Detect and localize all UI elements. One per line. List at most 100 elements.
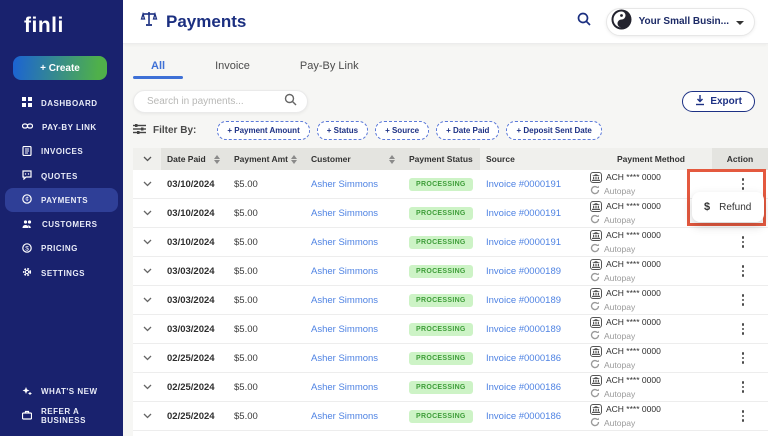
sidebar-item-refer-a-business[interactable]: REFER A BUSINESS bbox=[0, 404, 123, 428]
sparkle-icon bbox=[22, 383, 32, 401]
row-expand-chevron-icon[interactable] bbox=[133, 210, 161, 216]
header-customer[interactable]: Customer bbox=[305, 148, 403, 170]
source-link[interactable]: Invoice #0000189 bbox=[486, 323, 562, 335]
source-link[interactable]: Invoice #0000189 bbox=[486, 265, 562, 277]
source-link[interactable]: Invoice #0000191 bbox=[486, 178, 562, 190]
refund-menu-item[interactable]: $ Refund bbox=[692, 192, 764, 222]
row-actions-button[interactable] bbox=[712, 410, 768, 422]
customer-link[interactable]: Asher Simmons bbox=[311, 323, 379, 335]
row-expand-chevron-icon[interactable] bbox=[133, 181, 161, 187]
row-actions-button[interactable] bbox=[712, 352, 768, 364]
sidebar-item-quotes[interactable]: QUOTES bbox=[0, 164, 123, 188]
row-expand-chevron-icon[interactable] bbox=[133, 384, 161, 390]
tab-all[interactable]: All bbox=[133, 56, 184, 79]
table-row: 02/25/2024 $5.00 Asher Simmons PROCESSIN… bbox=[133, 373, 768, 402]
sidebar-item-pricing[interactable]: $ PRICING bbox=[0, 237, 123, 261]
row-expand-chevron-icon[interactable] bbox=[133, 297, 161, 303]
tab-pay-by-link[interactable]: Pay-By Link bbox=[299, 60, 359, 72]
sort-icon[interactable] bbox=[214, 154, 220, 164]
sidebar-item-settings[interactable]: SETTINGS bbox=[0, 261, 123, 285]
create-button[interactable]: + Create bbox=[13, 56, 107, 80]
sidebar-item-pay-by-link[interactable]: PAY-BY LINK bbox=[0, 115, 123, 139]
controls-row: Export bbox=[133, 90, 755, 113]
sidebar-item-payments[interactable]: ¢ PAYMENTS bbox=[5, 188, 118, 213]
autopay-label: Autopay bbox=[604, 330, 636, 341]
filter-sliders-icon bbox=[133, 122, 146, 140]
sort-icon[interactable] bbox=[389, 154, 395, 164]
table-row: 03/03/2024 $5.00 Asher Simmons PROCESSIN… bbox=[133, 315, 768, 344]
sort-icon[interactable] bbox=[291, 154, 297, 164]
customer-link[interactable]: Asher Simmons bbox=[311, 294, 379, 306]
source-link[interactable]: Invoice #0000191 bbox=[486, 236, 562, 248]
row-actions-button[interactable] bbox=[712, 178, 768, 190]
autopay-line: Autopay bbox=[590, 388, 712, 400]
header-label: Customer bbox=[311, 154, 351, 164]
row-expand-chevron-icon[interactable] bbox=[133, 355, 161, 361]
filter-chip-payment-amount[interactable]: + Payment Amount bbox=[217, 121, 310, 140]
filter-chip-status[interactable]: + Status bbox=[316, 121, 369, 140]
sidebar-item-label: PRICING bbox=[41, 244, 78, 254]
customer-link[interactable]: Asher Simmons bbox=[311, 207, 379, 219]
payment-amount-cell: $5.00 bbox=[234, 265, 258, 277]
customer-link[interactable]: Asher Simmons bbox=[311, 410, 379, 422]
page-title-wrap: Payments bbox=[140, 10, 246, 33]
row-actions-button[interactable] bbox=[712, 265, 768, 277]
search-icon[interactable] bbox=[284, 93, 297, 111]
autopay-line: Autopay bbox=[590, 330, 712, 342]
customer-link[interactable]: Asher Simmons bbox=[311, 381, 379, 393]
autopay-icon bbox=[590, 272, 600, 284]
filter-chip-date-paid[interactable]: + Date Paid bbox=[436, 121, 500, 140]
sidebar-item-invoices[interactable]: INVOICES bbox=[0, 140, 123, 164]
source-link[interactable]: Invoice #0000189 bbox=[486, 294, 562, 306]
source-link[interactable]: Invoice #0000191 bbox=[486, 207, 562, 219]
table-row: 03/03/2024 $5.00 Asher Simmons PROCESSIN… bbox=[133, 257, 768, 286]
row-expand-chevron-icon[interactable] bbox=[133, 268, 161, 274]
filter-chip-source[interactable]: + Source bbox=[375, 121, 430, 140]
row-actions-button[interactable] bbox=[712, 323, 768, 335]
customer-link[interactable]: Asher Simmons bbox=[311, 265, 379, 277]
row-expand-chevron-icon[interactable] bbox=[133, 239, 161, 245]
filter-chip-deposit-sent-date[interactable]: + Deposit Sent Date bbox=[506, 121, 602, 140]
customer-link[interactable]: Asher Simmons bbox=[311, 178, 379, 190]
status-badge: PROCESSING bbox=[409, 409, 473, 423]
row-expand-chevron-icon[interactable] bbox=[133, 413, 161, 419]
export-button[interactable]: Export bbox=[682, 91, 755, 112]
date-paid-cell: 03/03/2024 bbox=[167, 323, 215, 335]
sidebar-item-customers[interactable]: CUSTOMERS bbox=[0, 212, 123, 236]
sidebar-item-whats-new[interactable]: WHAT'S NEW bbox=[0, 379, 123, 403]
customer-link[interactable]: Asher Simmons bbox=[311, 352, 379, 364]
customer-link[interactable]: Asher Simmons bbox=[311, 236, 379, 248]
header-action: Action bbox=[712, 148, 768, 170]
sidebar-item-dashboard[interactable]: DASHBOARD bbox=[0, 91, 123, 115]
autopay-icon bbox=[590, 185, 600, 197]
page-title: Payments bbox=[166, 11, 247, 31]
header-date-paid[interactable]: Date Paid bbox=[161, 148, 228, 170]
payment-method-cell: ACH **** 0000 Autopay bbox=[584, 229, 712, 255]
source-link[interactable]: Invoice #0000186 bbox=[486, 410, 562, 422]
search-icon[interactable] bbox=[576, 11, 592, 32]
source-link[interactable]: Invoice #0000186 bbox=[486, 352, 562, 364]
kebab-menu-icon bbox=[741, 352, 745, 364]
status-badge: PROCESSING bbox=[409, 380, 473, 394]
date-paid-cell: 03/10/2024 bbox=[167, 236, 215, 248]
table-row: 02/25/2024 $5.00 Asher Simmons PROCESSIN… bbox=[133, 344, 768, 373]
row-actions-button[interactable] bbox=[712, 294, 768, 306]
header-expand-all[interactable] bbox=[133, 148, 161, 170]
sidebar-footer: WHAT'S NEW REFER A BUSINESS bbox=[0, 379, 123, 428]
bank-icon bbox=[590, 200, 602, 212]
row-expand-chevron-icon[interactable] bbox=[133, 326, 161, 332]
autopay-line: Autopay bbox=[590, 417, 712, 429]
payment-method-cell: ACH **** 0000 Autopay bbox=[584, 171, 712, 197]
autopay-icon bbox=[590, 330, 600, 342]
row-actions-button[interactable] bbox=[712, 236, 768, 248]
source-link[interactable]: Invoice #0000186 bbox=[486, 381, 562, 393]
autopay-line: Autopay bbox=[590, 301, 712, 313]
header-payment-amt[interactable]: Payment Amt bbox=[228, 148, 305, 170]
account-menu[interactable]: Your Small Busin... bbox=[605, 7, 755, 36]
kebab-menu-icon bbox=[741, 381, 745, 393]
payment-amount-cell: $5.00 bbox=[234, 294, 258, 306]
method-label: ACH **** 0000 bbox=[606, 172, 661, 182]
tab-invoice[interactable]: Invoice bbox=[215, 60, 250, 72]
search-input[interactable] bbox=[147, 96, 277, 107]
row-actions-button[interactable] bbox=[712, 381, 768, 393]
